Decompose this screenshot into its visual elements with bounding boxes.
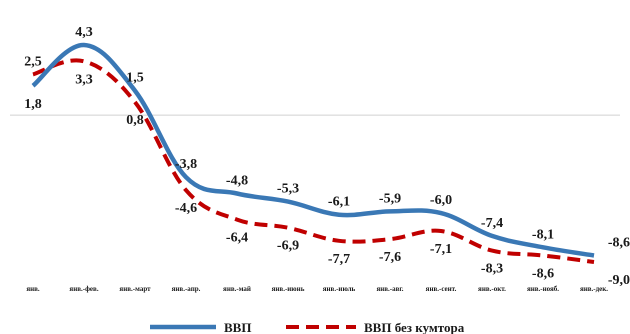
value-label-s2-1: 3,3 <box>75 72 93 87</box>
x-tick-label-11: янв.-дек. <box>580 285 608 293</box>
value-label-s1-6: -6,1 <box>328 195 350 210</box>
value-label-s2-0: 2,5 <box>24 54 42 69</box>
x-tick-label-6: янв.-июль <box>323 285 356 293</box>
value-label-s1-11: -8,6 <box>608 235 630 250</box>
value-label-s2-8: -7,1 <box>430 242 452 257</box>
value-label-s2-5: -6,9 <box>277 239 299 254</box>
value-label-s1-1: 4,3 <box>75 25 93 40</box>
value-label-s1-9: -7,4 <box>481 216 503 231</box>
series-line-2 <box>32 58 595 264</box>
value-label-s1-7: -5,9 <box>379 191 401 206</box>
value-label-s2-6: -7,7 <box>328 252 350 267</box>
x-axis-tick-labels: янв. янв.-фев. янв.-март янв.-апр. янв.-май я… <box>26 285 608 293</box>
value-label-s1-8: -6,0 <box>430 193 452 208</box>
value-label-s1-5: -5,3 <box>277 182 299 197</box>
legend: ВВП ВВП без кумтора <box>150 320 465 334</box>
series-layer <box>31 42 595 264</box>
value-label-s2-9: -8,3 <box>481 262 503 277</box>
x-tick-label-1: янв.-фев. <box>69 285 98 293</box>
value-label-s1-0: 1,8 <box>24 97 42 112</box>
x-tick-label-2: янв.-март <box>119 285 151 293</box>
x-tick-label-9: янв.-окт. <box>478 285 506 293</box>
value-label-s2-11: -9,0 <box>608 273 630 288</box>
value-label-s1-3: -3,8 <box>175 157 197 172</box>
x-tick-label-7: янв.-авг. <box>376 285 403 293</box>
value-label-s1-10: -8,1 <box>532 227 554 242</box>
value-label-s2-3: -4,6 <box>175 201 197 216</box>
value-label-s2-7: -7,6 <box>379 250 401 265</box>
x-tick-label-5: янв.-июнь <box>272 285 305 293</box>
legend-label-1: ВВП <box>224 320 251 334</box>
series-line-1 <box>31 42 595 258</box>
x-tick-label-0: янв. <box>26 285 40 293</box>
value-label-s2-2: 0,8 <box>126 113 144 128</box>
x-tick-label-8: янв.-сент. <box>426 285 457 293</box>
x-tick-label-4: янв.-май <box>223 285 251 293</box>
x-tick-label-10: янв.-нояб. <box>527 285 559 293</box>
legend-label-2: ВВП без кумтора <box>364 320 465 334</box>
data-labels: 1,8 2,5 4,3 3,3 1,5 0,8 -3,8 -4,6 -4,8 -6,4 -5,3 -6… <box>24 25 630 288</box>
value-label-s2-4: -6,4 <box>226 231 248 246</box>
value-label-s2-10: -8,6 <box>532 266 554 281</box>
value-label-s1-4: -4,8 <box>226 173 248 188</box>
x-tick-label-3: янв.-апр. <box>172 285 201 293</box>
value-label-s1-2: 1,5 <box>126 71 144 86</box>
